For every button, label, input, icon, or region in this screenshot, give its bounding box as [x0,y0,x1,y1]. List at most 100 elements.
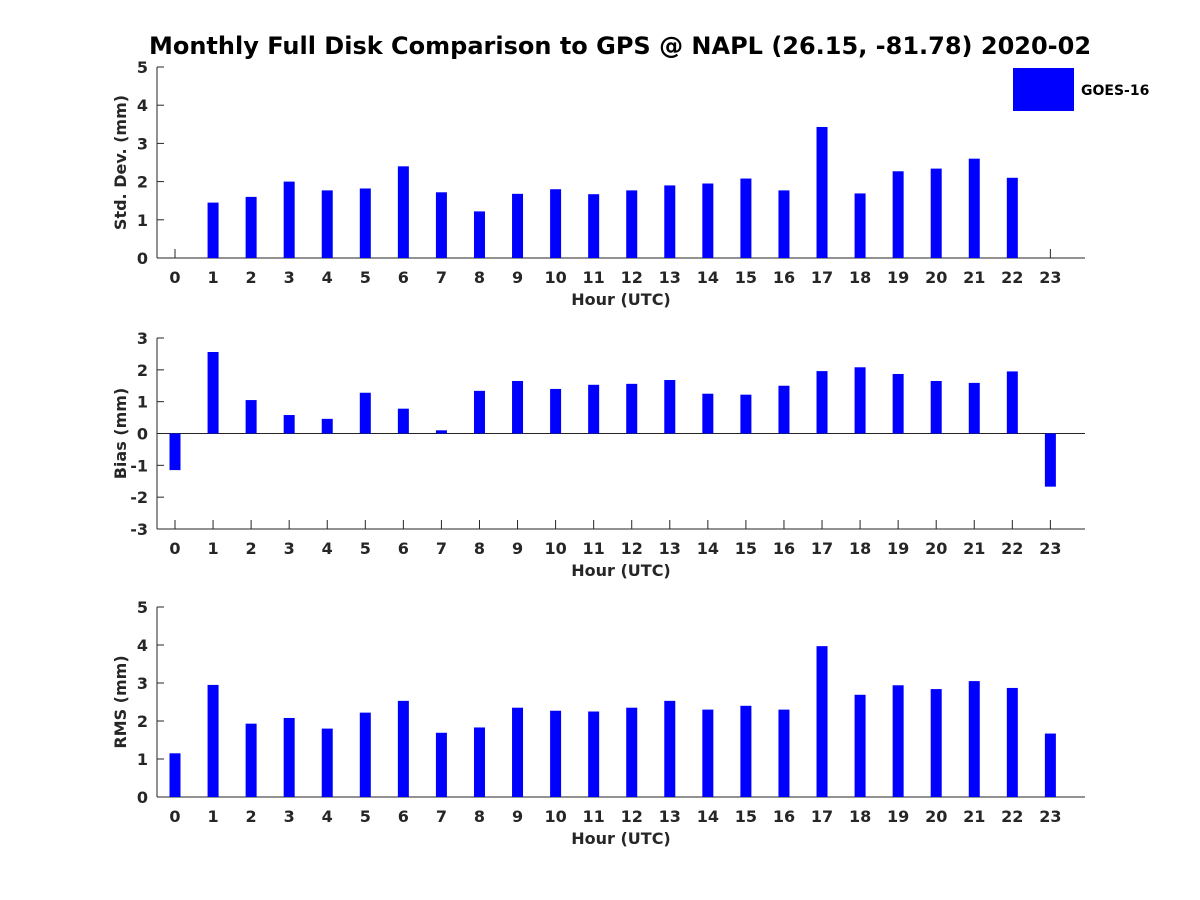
y-tick-label: 1 [137,750,148,769]
y-tick-label: -2 [130,488,148,507]
bar-hour-23 [1044,433,1056,487]
legend-label-goes-16: GOES-16 [1081,83,1149,99]
figure-title: Monthly Full Disk Comparison to GPS @ NA… [149,32,1091,60]
bar-hour-19 [892,685,904,797]
y-tick-label: 2 [137,712,148,731]
x-tick-label: 23 [1039,539,1061,558]
x-tick-label: 23 [1039,268,1061,287]
bar-hour-20 [930,689,942,797]
bar-hour-13 [664,700,676,797]
x-tick-label: 18 [849,268,871,287]
bar-hour-3 [283,181,295,258]
bar-hour-14 [702,709,714,797]
bar-hour-12 [626,190,638,258]
x-tick-label: 6 [398,539,409,558]
legend-swatch-goes-16 [1013,68,1074,111]
bar-hour-22 [1006,687,1018,797]
legend: GOES-16 [1013,68,1149,111]
y-tick-label: 0 [137,249,148,268]
x-tick-label: 10 [544,268,566,287]
bar-hour-4 [321,190,333,258]
x-tick-label: 8 [474,807,485,826]
y-tick-label: 5 [137,58,148,77]
x-tick-label: 9 [512,807,523,826]
bar-hour-8 [473,390,485,434]
bar-hour-1 [207,202,219,258]
x-tick-label: 19 [887,539,909,558]
bar-hour-18 [854,694,866,797]
x-tick-label: 16 [773,268,795,287]
x-tick-label: 15 [735,268,757,287]
bar-hour-10 [550,189,562,258]
x-tick-label: 16 [773,807,795,826]
x-tick-label: 17 [811,268,833,287]
y-tick-label: 3 [137,674,148,693]
x-tick-label: 1 [207,268,218,287]
x-tick-label: 18 [849,807,871,826]
bar-hour-14 [702,183,714,258]
bar-hour-0 [169,433,181,471]
x-tick-label: 15 [735,807,757,826]
x-tick-label: 5 [360,807,371,826]
bar-hour-20 [930,168,942,258]
y-tick-label: -1 [130,456,148,475]
x-tick-label: 5 [360,539,371,558]
x-tick-label: 4 [322,807,333,826]
bar-hour-7 [435,430,447,434]
bar-hour-2 [245,723,257,797]
y-tick-label: 2 [137,361,148,380]
y-tick-label: 2 [137,173,148,192]
bar-hour-21 [968,158,980,258]
bar-hour-9 [512,193,524,258]
y-tick-label: 4 [137,636,148,655]
x-tick-label: 6 [398,807,409,826]
bar-hour-15 [740,394,752,434]
x-tick-label: 20 [925,807,947,826]
x-tick-label: 17 [811,539,833,558]
x-tick-label: 14 [697,539,719,558]
bar-hour-18 [854,193,866,258]
bar-hour-1 [207,352,219,434]
x-tick-label: 1 [207,807,218,826]
bar-hour-15 [740,178,752,258]
y-axis-label: Std. Dev. (mm) [111,95,130,230]
bar-hour-13 [664,380,676,434]
bar-hour-8 [473,727,485,797]
y-axis-label: Bias (mm) [111,388,130,480]
x-tick-label: 2 [246,268,257,287]
x-tick-label: 8 [474,539,485,558]
x-tick-label: 12 [621,539,643,558]
y-tick-label: 3 [137,329,148,348]
x-tick-label: 8 [474,268,485,287]
x-tick-label: 7 [436,807,447,826]
bar-hour-10 [550,710,562,797]
x-tick-label: 7 [436,539,447,558]
bar-hour-22 [1006,371,1018,434]
y-tick-label: 1 [137,211,148,230]
x-tick-label: 23 [1039,807,1061,826]
bar-hour-2 [245,400,257,434]
y-tick-label: 3 [137,134,148,153]
bar-hour-7 [435,732,447,797]
x-tick-label: 13 [659,539,681,558]
x-tick-label: 3 [284,807,295,826]
bar-hour-2 [245,196,257,258]
x-tick-label: 22 [1001,268,1023,287]
bar-hour-5 [359,392,371,434]
bar-hour-19 [892,171,904,258]
x-tick-label: 22 [1001,807,1023,826]
x-tick-label: 14 [697,268,719,287]
bar-hour-6 [397,408,409,434]
x-tick-label: 11 [583,539,605,558]
x-tick-label: 0 [169,268,180,287]
x-tick-label: 4 [322,268,333,287]
bar-hour-21 [968,382,980,434]
y-tick-label: 5 [137,598,148,617]
x-tick-label: 7 [436,268,447,287]
x-axis-label: Hour (UTC) [571,290,671,309]
bar-hour-16 [778,709,790,797]
x-tick-label: 1 [207,539,218,558]
